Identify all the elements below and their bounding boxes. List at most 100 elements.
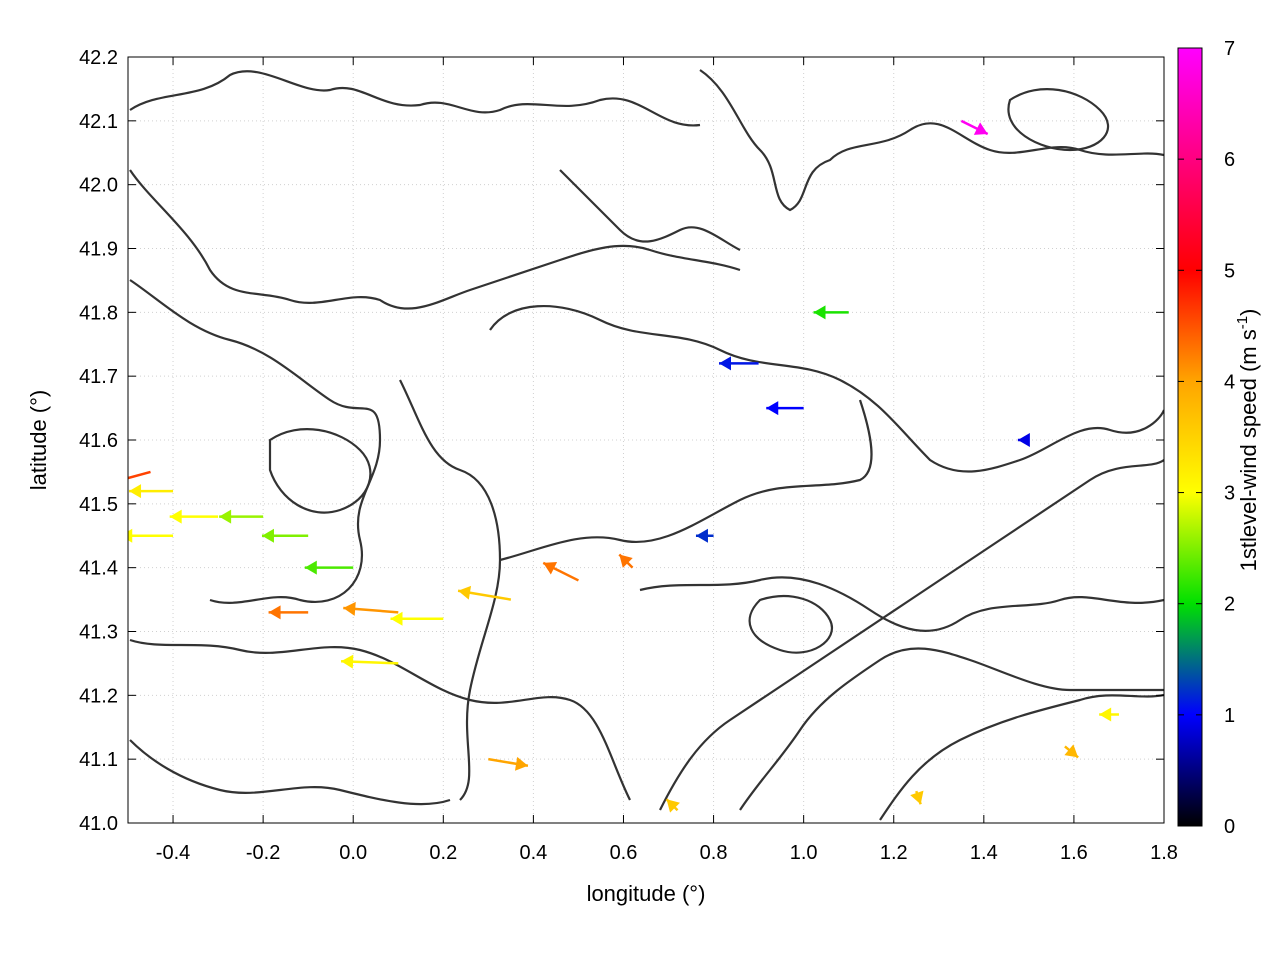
contour-line <box>559 169 741 251</box>
wind-vector <box>268 605 309 620</box>
contour-line <box>129 739 451 806</box>
wind-vector <box>341 654 399 669</box>
wind-vector <box>343 601 399 616</box>
wind-vector-head <box>766 401 779 416</box>
wind-vector-head <box>102 475 115 489</box>
x-tick-label: 0.2 <box>429 842 457 864</box>
contour-line <box>748 595 833 654</box>
terrain-contours <box>129 69 1164 821</box>
grid-lines <box>128 57 1164 823</box>
wind-vector <box>390 611 444 626</box>
wind-vector-head <box>619 554 633 568</box>
wind-vector <box>1099 707 1119 722</box>
y-tick-label: 41.2 <box>79 685 118 707</box>
colorbar-tick-label: 5 <box>1224 260 1235 282</box>
wind-vector-head <box>268 605 281 620</box>
wind-vector <box>488 756 529 771</box>
y-tick-label: 41.3 <box>79 622 118 644</box>
y-axis-title: latitude (°) <box>26 390 51 491</box>
x-tick-label: 1.4 <box>970 842 998 864</box>
wind-vector-head <box>169 509 182 524</box>
contour-line <box>399 379 502 801</box>
colorbar-tick-label: 3 <box>1224 483 1235 505</box>
wind-vector <box>128 528 174 543</box>
wind-vector <box>129 484 174 499</box>
x-tick-label: 0.6 <box>610 842 638 864</box>
wind-vector-head <box>910 790 924 805</box>
wind-vector-head <box>973 122 988 135</box>
wind-vector <box>1064 744 1079 759</box>
wind-vector-head <box>304 560 317 575</box>
y-tick-label: 42.0 <box>79 175 118 197</box>
contour-line <box>879 693 1164 821</box>
colorbar-tick-label: 4 <box>1224 371 1235 393</box>
y-tick-label: 41.0 <box>79 813 118 835</box>
contour-line <box>489 305 1164 473</box>
y-tick-label: 42.2 <box>79 47 118 69</box>
y-tick-label: 41.1 <box>79 749 118 771</box>
contour-line <box>499 399 873 562</box>
x-tick-label: 1.8 <box>1150 842 1178 864</box>
x-tick-label: 0.8 <box>700 842 728 864</box>
colorbar-tick-label: 2 <box>1224 594 1235 616</box>
x-tick-label: 0.4 <box>519 842 547 864</box>
colorbar <box>1177 47 1203 827</box>
contour-line <box>739 647 1164 811</box>
wind-vector <box>102 470 151 489</box>
colorbar-title-end: ) <box>1236 309 1261 316</box>
x-tick-label: -0.2 <box>246 842 280 864</box>
y-tick-label: 41.8 <box>79 302 118 324</box>
colorbar-tick-label: 1 <box>1224 705 1235 727</box>
wind-vector-head <box>695 528 708 543</box>
wind-vector <box>695 528 714 543</box>
wind-vector-head <box>543 561 558 575</box>
wind-vector <box>719 356 759 371</box>
wind-vector-head <box>1017 433 1030 447</box>
wind-vector-shaft <box>128 470 151 480</box>
y-tick-label: 41.5 <box>79 494 118 516</box>
colorbar-title-main: 1stlevel-wind speed (m s <box>1236 329 1261 571</box>
x-tick-label: -0.4 <box>156 842 190 864</box>
wind-vector <box>813 305 849 320</box>
colorbar-ticks: 0 1 2 3 4 5 6 7 <box>1178 38 1235 838</box>
colorbar-tick-label: 6 <box>1224 149 1235 171</box>
x-tick-label: 1.0 <box>790 842 818 864</box>
wind-vector-head <box>719 356 732 371</box>
x-axis-title: longitude (°) <box>587 881 706 906</box>
contour-line <box>268 428 372 514</box>
wind-vector-head <box>129 484 142 499</box>
wind-vector-head <box>1064 744 1079 758</box>
x-axis-ticks: -0.4 -0.2 0.0 0.2 0.4 0.6 0.8 1.0 1.2 1.4 1.6 1.8 <box>156 57 1178 864</box>
contour-line <box>129 70 701 127</box>
contour-line <box>699 69 1164 212</box>
wind-vector-head <box>813 305 826 320</box>
wind-vector-head <box>219 509 232 524</box>
colorbar-title: 1stlevel-wind speed (m s-1) <box>1234 309 1261 572</box>
y-tick-label: 42.1 <box>79 111 118 133</box>
wind-vector <box>1017 433 1030 447</box>
contour-line <box>659 459 1164 811</box>
wind-vector <box>261 528 309 543</box>
wind-vectors <box>102 119 1119 813</box>
y-tick-label: 41.6 <box>79 430 118 452</box>
wind-vector <box>169 509 219 524</box>
wind-vector <box>960 119 989 136</box>
wind-vector <box>219 509 264 524</box>
y-tick-label: 41.4 <box>79 558 118 580</box>
x-tick-label: 0.0 <box>339 842 367 864</box>
colorbar-tick-label: 0 <box>1224 816 1235 838</box>
wind-vector-head <box>341 654 354 669</box>
x-tick-label: 1.6 <box>1060 842 1088 864</box>
wind-vector-head <box>261 528 274 543</box>
wind-vector-head <box>666 799 680 813</box>
contour-line <box>129 169 741 310</box>
contour-line <box>129 279 382 604</box>
wind-vector <box>910 790 924 805</box>
wind-vector <box>766 401 804 416</box>
wind-vector-head <box>343 601 356 616</box>
wind-vector-head <box>514 756 528 771</box>
x-tick-label: 1.2 <box>880 842 908 864</box>
y-tick-label: 41.9 <box>79 239 118 261</box>
wind-vector <box>457 585 512 601</box>
